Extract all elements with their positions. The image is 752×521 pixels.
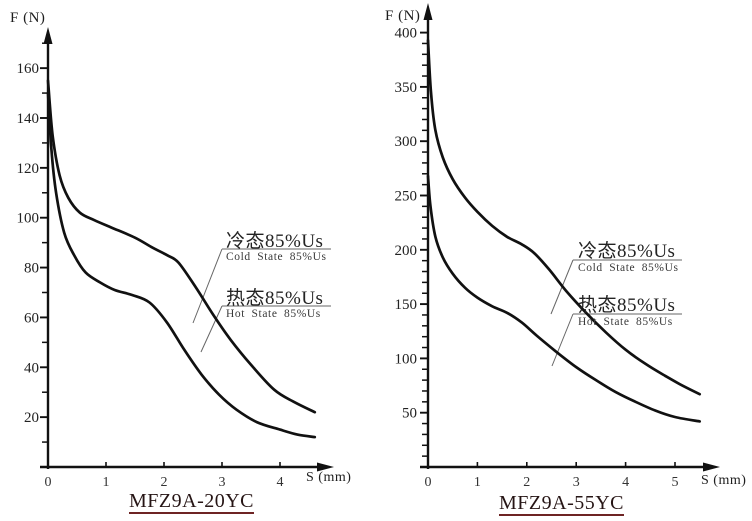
hot-state-curve-left [46, 91, 317, 439]
y-tick-label-left: 80 [24, 261, 39, 277]
y-axis-arrow-right [423, 3, 433, 20]
y-tick-label-right: 250 [395, 189, 418, 205]
cold-state-curve-left [46, 79, 317, 414]
legend-hot-zh-right: 热态85%Us [578, 295, 676, 316]
y-tick-label-right: 350 [395, 80, 418, 96]
legend-hot-en-right: Hot State 85%Us [578, 316, 673, 328]
y-tick-label-left: 60 [24, 310, 39, 326]
y-axis-label-left: F (N) [10, 10, 46, 26]
y-tick-label-right: 100 [395, 351, 418, 367]
y-tick-label-left: 140 [17, 111, 40, 127]
y-tick-label-left: 120 [17, 161, 40, 177]
x-tick-label-left: 0 [45, 475, 52, 490]
x-tick-label-left: 3 [219, 475, 226, 490]
x-tick-label-right: 1 [474, 475, 481, 490]
y-tick-label-left: 160 [17, 61, 40, 77]
x-axis-label-left: S (mm) [306, 470, 352, 485]
y-tick-label-right: 400 [395, 26, 418, 42]
x-tick-label-right: 2 [523, 475, 530, 490]
legend-cold-zh-left: 冷态85%Us [226, 231, 324, 252]
legend-cold-en-right: Cold State 85%Us [578, 262, 679, 274]
legend-hot-leader-right [551, 313, 574, 367]
legend-cold-leader-left [192, 248, 223, 324]
legend-cold-en-left: Cold State 85%Us [226, 251, 327, 263]
x-tick-label-right: 3 [573, 475, 580, 490]
y-tick-label-right: 50 [402, 406, 417, 422]
x-axis-label-right: S (mm) [701, 473, 747, 488]
y-axis-label-right: F (N) [385, 8, 421, 24]
legend-cold-zh-right: 冷态85%Us [578, 241, 676, 262]
chart-title-left: MFZ9A-20YC [129, 490, 255, 514]
y-tick-label-left: 40 [24, 360, 39, 376]
x-tick-label-right: 5 [672, 475, 679, 490]
cold-state-curve-right [426, 38, 702, 396]
legend-hot-en-left: Hot State 85%Us [226, 308, 321, 320]
x-axis-arrow-right [703, 462, 720, 472]
x-tick-label-left: 2 [161, 475, 168, 490]
x-tick-label-right: 0 [425, 475, 432, 490]
y-tick-label-right: 200 [395, 243, 418, 259]
legend-hot-leader-left [200, 305, 223, 353]
y-tick-label-left: 20 [24, 410, 39, 426]
hot-state-curve-right [426, 174, 702, 423]
x-axis-arrow-left [317, 462, 334, 472]
y-tick-label-right: 300 [395, 134, 418, 150]
x-tick-label-left: 1 [103, 475, 110, 490]
legend-hot-zh-left: 热态85%Us [226, 288, 324, 309]
x-tick-label-right: 4 [622, 475, 629, 490]
chart-title-right: MFZ9A-55YC [499, 492, 625, 516]
x-tick-label-left: 4 [277, 475, 284, 490]
y-axis-arrow-left [43, 27, 53, 44]
y-tick-label-left: 100 [17, 211, 40, 227]
y-tick-label-right: 150 [395, 297, 418, 313]
